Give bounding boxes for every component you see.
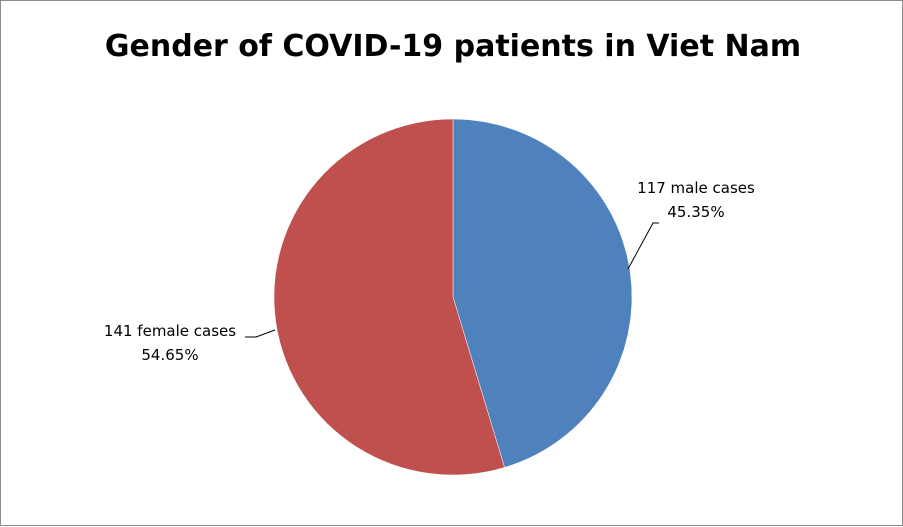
data-label-male-percent: 45.35% (667, 203, 724, 221)
pie-slices (273, 118, 633, 476)
pie-slice-male (452, 118, 633, 468)
chart-title: Gender of COVID-19 patients in Viet Nam (105, 29, 801, 64)
data-label-male-cases: 117 male cases (637, 179, 755, 197)
leader-line-male (627, 222, 659, 270)
pie-slice-female (273, 118, 505, 476)
data-label-female-cases: 141 female cases (104, 322, 236, 340)
leader-lines (245, 222, 659, 338)
leader-line-female (245, 329, 276, 338)
data-labels: 117 male cases 45.35% 141 female cases 5… (104, 179, 755, 364)
data-label-female-percent: 54.65% (141, 346, 198, 364)
